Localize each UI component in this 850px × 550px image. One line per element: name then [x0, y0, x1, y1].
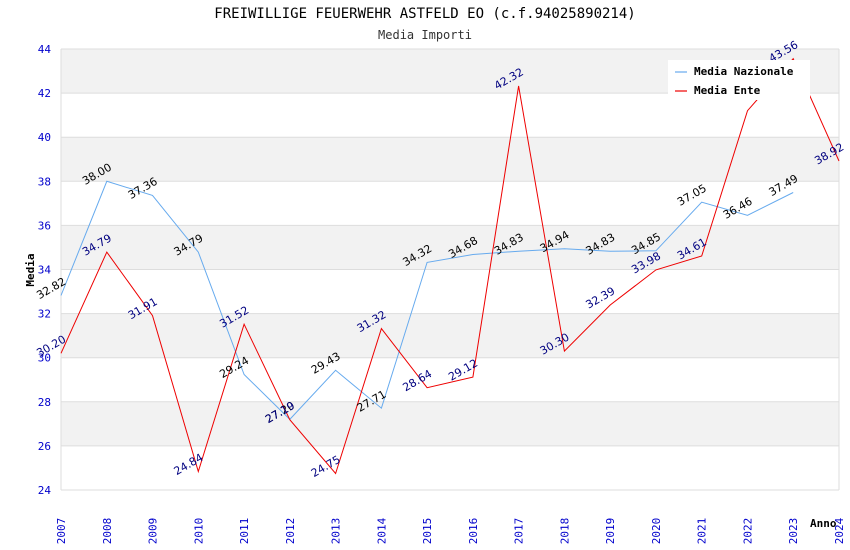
data-label: 37.05 — [675, 182, 709, 209]
legend-label-media-ente: Media Ente — [694, 84, 761, 97]
y-tick-label: 34 — [38, 264, 52, 277]
data-label: 28.64 — [400, 367, 434, 394]
data-label: 24.75 — [309, 453, 343, 480]
y-tick-label: 36 — [38, 219, 51, 232]
x-tick-label: 2020 — [650, 518, 663, 545]
legend-box — [668, 60, 810, 100]
grid-bands — [61, 49, 839, 446]
x-tick-label: 2010 — [192, 518, 205, 545]
x-ticks: 2007 2008 2009 2010 2011 2012 2013 2014 2015 2016… — [55, 517, 846, 544]
x-tick-label: 2019 — [604, 518, 617, 545]
data-label: 36.46 — [721, 195, 755, 222]
x-tick-label: 2023 — [787, 518, 800, 545]
x-tick-label: 2011 — [238, 518, 251, 545]
y-tick-label: 30 — [38, 352, 51, 365]
y-tick-label: 38 — [38, 175, 51, 188]
data-label: 24.84 — [172, 451, 206, 478]
chart-title: FREIWILLIGE FEUERWEHR ASTFELD EO (c.f.94… — [214, 6, 635, 22]
y-tick-label: 42 — [38, 87, 51, 100]
y-tick-label: 44 — [38, 43, 52, 56]
grid-band — [61, 137, 839, 182]
x-tick-label: 2008 — [101, 518, 114, 545]
x-tick-label: 2018 — [558, 518, 571, 545]
y-tick-label: 28 — [38, 396, 51, 409]
y-ticks: 24 26 28 30 32 34 36 38 40 42 44 — [38, 43, 52, 497]
x-tick-label: 2014 — [375, 517, 388, 544]
series-line-media-ente — [60, 57, 840, 475]
chart-subtitle: Media Importi — [378, 28, 472, 42]
grid-lines — [60, 48, 840, 491]
y-tick-label: 26 — [38, 440, 51, 453]
x-tick-label: 2017 — [513, 518, 526, 545]
y-tick-label: 24 — [38, 484, 52, 497]
data-label: 32.82 — [34, 275, 68, 302]
x-tick-label: 2012 — [284, 518, 297, 545]
y-axis-label: Media — [24, 253, 37, 286]
legend-label-media-nazionale: Media Nazionale — [694, 65, 794, 78]
series-lines — [60, 57, 840, 475]
series-line-media-nazionale — [60, 180, 794, 421]
grid-band — [61, 313, 839, 358]
x-tick-label: 2022 — [741, 518, 754, 545]
x-tick-label: 2016 — [467, 518, 480, 545]
legend: Media Nazionale Media Ente — [668, 60, 810, 100]
x-tick-label: 2013 — [330, 518, 343, 545]
x-tick-label: 2015 — [421, 518, 434, 545]
x-tick-label: 2024 — [833, 517, 846, 544]
y-tick-label: 32 — [38, 308, 51, 321]
x-tick-label: 2007 — [55, 518, 68, 545]
y-tick-label: 40 — [38, 131, 51, 144]
grid-band — [61, 401, 839, 446]
data-label: 32.39 — [584, 284, 618, 311]
x-axis-label: Anno — [810, 517, 837, 530]
x-tick-label: 2021 — [696, 518, 709, 545]
x-tick-label: 2009 — [147, 518, 160, 545]
